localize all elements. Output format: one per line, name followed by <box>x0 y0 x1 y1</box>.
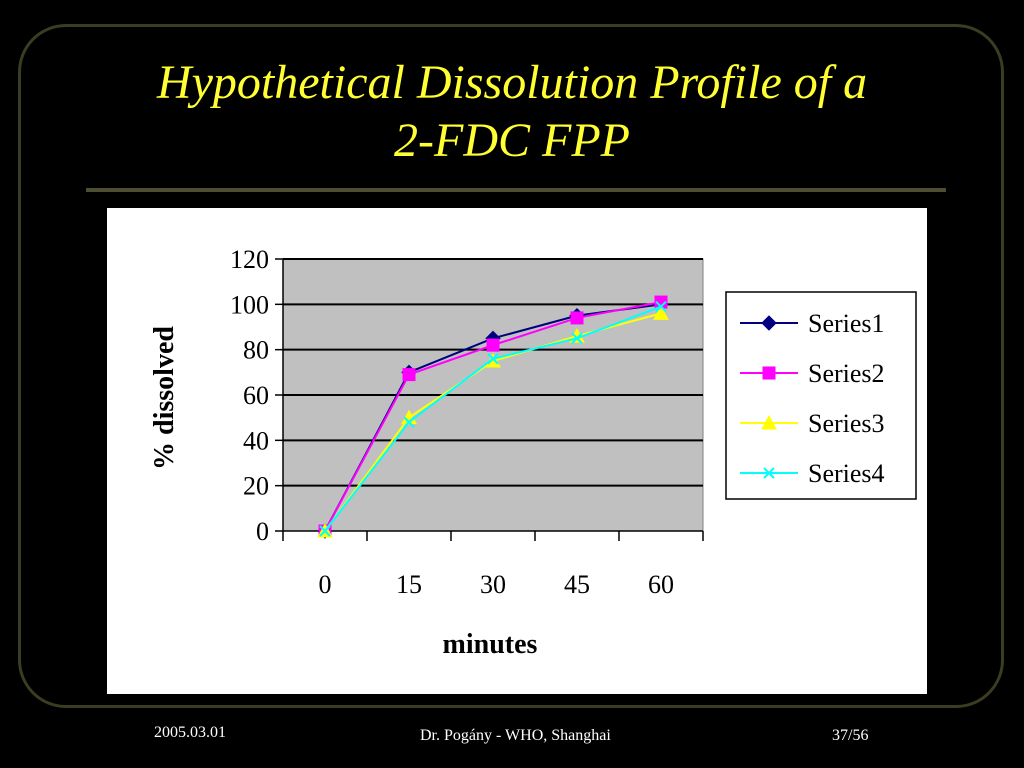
data-point-series2 <box>570 311 584 325</box>
legend-marker-2 <box>762 366 776 380</box>
legend-marker-1 <box>761 315 777 331</box>
slide-title-line1: Hypothetical Dissolution Profile of a <box>156 56 868 109</box>
legend-marker-4 <box>763 467 775 479</box>
footer-page-number: 37/56 <box>832 727 869 744</box>
x-tick-label: 60 <box>648 570 674 599</box>
y-tick-label: 120 <box>230 245 269 274</box>
x-tick-label: 45 <box>564 570 590 599</box>
footer-author: Dr. Pogány - WHO, Shanghai <box>420 727 611 744</box>
data-point-series2 <box>486 338 500 352</box>
footer-date: 2005.03.01 <box>154 724 226 741</box>
data-point-series2 <box>402 368 416 382</box>
data-point-series4 <box>571 332 583 345</box>
x-tick-label: 0 <box>319 570 332 599</box>
chart-panel: 0 20 40 60 80 100 120 0 15 30 45 60 minutes % dissolv… <box>107 208 927 694</box>
y-tick-label: 100 <box>230 290 269 319</box>
x-axis-title: minutes <box>443 629 538 660</box>
y-tick-label: 40 <box>243 426 269 455</box>
slide-title-line2: 2-FDC FPP <box>394 114 630 167</box>
data-point-series4 <box>319 525 331 537</box>
legend-box <box>725 291 917 500</box>
y-tick-label: 20 <box>243 472 269 501</box>
slide-frame <box>18 24 1004 708</box>
x-tick-label: 15 <box>396 570 422 599</box>
slide-title: Hypothetical Dissolution Profile of a 2-… <box>40 54 984 170</box>
title-divider <box>86 188 946 192</box>
y-axis-title: % dissolved <box>149 326 180 470</box>
legend-marker-3 <box>761 414 777 430</box>
y-tick-label: 80 <box>243 336 269 365</box>
data-point-series3 <box>653 305 669 320</box>
dissolution-chart: 0 20 40 60 80 100 120 0 15 30 45 60 minutes % dissolv… <box>149 245 917 660</box>
y-tick-label: 60 <box>243 381 269 410</box>
y-tick-label: 0 <box>256 517 269 546</box>
data-point-series4 <box>655 300 667 313</box>
data-point-series4 <box>403 416 415 428</box>
x-tick-label: 30 <box>480 570 506 599</box>
legend-label-2: Series2 <box>808 359 885 388</box>
legend-label-3: Series3 <box>808 409 885 438</box>
legend-label-4: Series4 <box>808 459 885 488</box>
legend-label-1: Series1 <box>808 309 885 338</box>
data-point-series4 <box>487 353 499 365</box>
